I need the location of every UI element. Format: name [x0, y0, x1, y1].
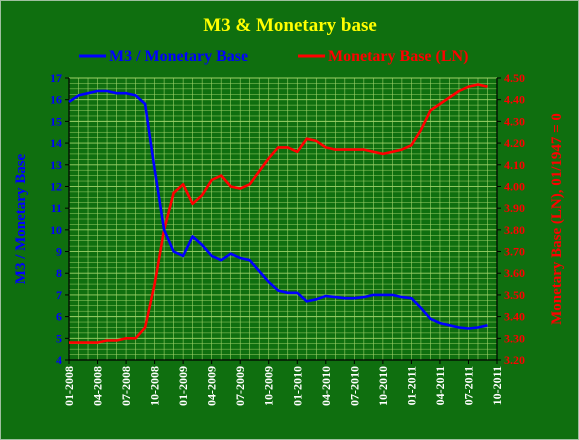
right-tick-label: 3.40: [504, 310, 525, 324]
x-tick-label: 04-2010: [319, 366, 333, 406]
left-tick-label: 13: [50, 158, 62, 172]
left-tick-label: 9: [56, 245, 62, 259]
right-tick-label: 4.10: [504, 158, 525, 172]
right-tick-label: 3.70: [504, 245, 525, 259]
left-tick-label: 7: [56, 288, 62, 302]
legend-label-m3: M3 / Monetary Base: [109, 48, 248, 65]
x-tick-label: 04-2008: [91, 366, 105, 406]
left-tick-label: 4: [56, 353, 62, 367]
x-tick-label: 01-2008: [62, 366, 76, 406]
x-tick-label: 07-2011: [461, 366, 475, 405]
x-tick-label: 10-2011: [490, 366, 504, 405]
left-tick-label: 15: [50, 114, 62, 128]
right-tick-label: 3.80: [504, 223, 525, 237]
series-line-m3-ratio: [68, 89, 488, 330]
right-tick-label: 3.20: [504, 353, 525, 367]
right-tick-label: 3.30: [504, 331, 525, 345]
left-tick-label: 8: [56, 266, 62, 280]
right-tick-label: 3.50: [504, 288, 525, 302]
legend-label-base: Monetary Base (LN): [328, 48, 468, 65]
left-tick-label: 12: [50, 179, 62, 193]
left-tick-label: 6: [56, 310, 62, 324]
x-tick-label: 07-2010: [347, 366, 361, 406]
right-tick-label: 4.00: [504, 179, 525, 193]
x-tick-label: 01-2011: [404, 366, 418, 405]
x-tick-label: 10-2010: [376, 366, 390, 406]
left-tick-label: 17: [50, 71, 62, 85]
left-tick-label: 11: [51, 201, 62, 215]
right-tick-label: 3.90: [504, 201, 525, 215]
x-tick-label: 10-2009: [262, 366, 276, 406]
x-tick-label: 07-2009: [233, 366, 247, 406]
right-tick-label: 4.30: [504, 114, 525, 128]
left-axis-title: M3 / Monetary Base: [13, 153, 29, 284]
series-line-monetary-base: [69, 83, 488, 344]
x-tick-label: 07-2008: [119, 366, 133, 406]
right-tick-label: 4.50: [504, 71, 525, 85]
right-tick-label: 4.20: [504, 136, 525, 150]
x-tick-label: 10-2008: [148, 366, 162, 406]
x-tick-label: 01-2009: [176, 366, 190, 406]
left-tick-label: 5: [56, 331, 62, 345]
left-tick-label: 10: [50, 223, 62, 237]
right-axis-title: Monetary Base (LN), 01/1947 = 0: [549, 113, 565, 325]
right-tick-label: 4.40: [504, 93, 525, 107]
left-tick-label: 16: [50, 93, 62, 107]
left-tick-label: 14: [50, 136, 62, 150]
x-tick-label: 04-2011: [433, 366, 447, 405]
x-tick-label: 01-2010: [290, 366, 304, 406]
x-tick-label: 04-2009: [205, 366, 219, 406]
chart-title: M3 & Monetary base: [203, 15, 377, 36]
right-tick-label: 3.60: [504, 266, 525, 280]
